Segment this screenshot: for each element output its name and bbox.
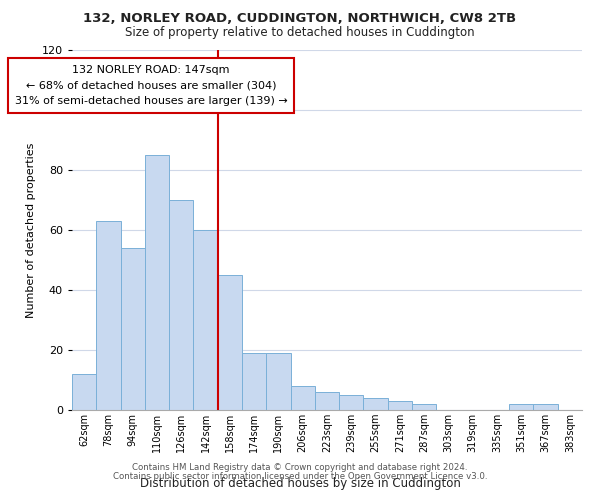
- Text: 132 NORLEY ROAD: 147sqm
← 68% of detached houses are smaller (304)
31% of semi-d: 132 NORLEY ROAD: 147sqm ← 68% of detache…: [14, 65, 287, 106]
- Bar: [364, 398, 388, 410]
- Bar: [290, 386, 315, 410]
- Bar: [193, 230, 218, 410]
- Text: Contains public sector information licensed under the Open Government Licence v3: Contains public sector information licen…: [113, 472, 487, 481]
- Bar: [533, 404, 558, 410]
- Y-axis label: Number of detached properties: Number of detached properties: [26, 142, 36, 318]
- Bar: [169, 200, 193, 410]
- Bar: [339, 395, 364, 410]
- Bar: [315, 392, 339, 410]
- Bar: [509, 404, 533, 410]
- Bar: [218, 275, 242, 410]
- Text: Distribution of detached houses by size in Cuddington: Distribution of detached houses by size …: [140, 477, 460, 490]
- Bar: [121, 248, 145, 410]
- Bar: [242, 353, 266, 410]
- Bar: [96, 221, 121, 410]
- Bar: [412, 404, 436, 410]
- Bar: [266, 353, 290, 410]
- Text: 132, NORLEY ROAD, CUDDINGTON, NORTHWICH, CW8 2TB: 132, NORLEY ROAD, CUDDINGTON, NORTHWICH,…: [83, 12, 517, 26]
- Bar: [145, 155, 169, 410]
- Text: Size of property relative to detached houses in Cuddington: Size of property relative to detached ho…: [125, 26, 475, 39]
- Text: Contains HM Land Registry data © Crown copyright and database right 2024.: Contains HM Land Registry data © Crown c…: [132, 464, 468, 472]
- Bar: [72, 374, 96, 410]
- Bar: [388, 401, 412, 410]
